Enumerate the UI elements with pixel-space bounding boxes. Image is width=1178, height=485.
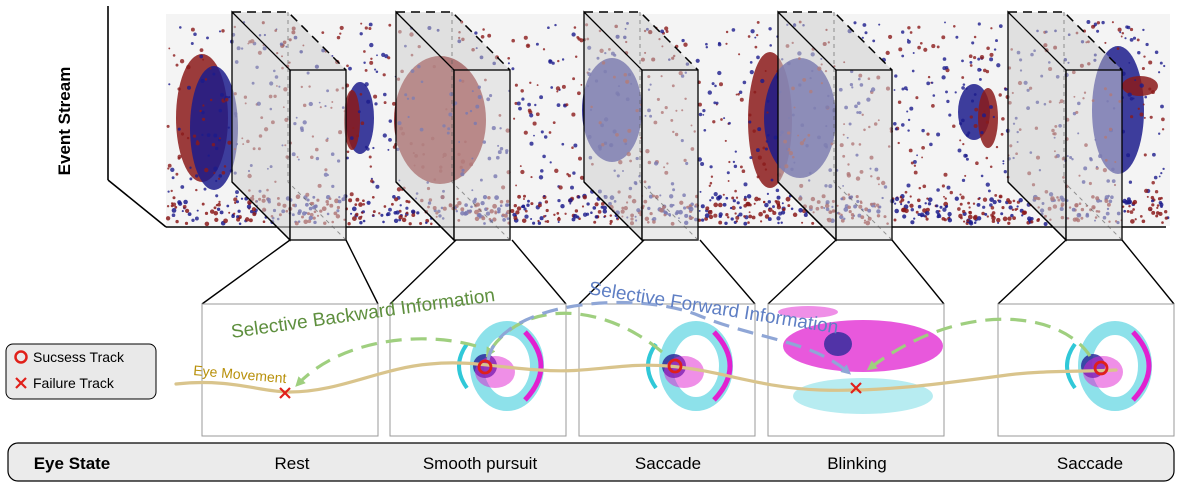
event-frame-panel — [578, 303, 756, 437]
event-cluster — [978, 88, 998, 148]
eye-state-smooth-pursuit: Smooth pursuit — [423, 454, 538, 473]
legend: Sucsess Track Failure Track — [5, 343, 157, 400]
legend-success-label: Sucsess Track — [33, 349, 125, 365]
failure-marker-icon — [15, 377, 27, 389]
eye-state-bar: Eye State Rest Smooth pursuit Saccade Bl… — [7, 442, 1175, 482]
time-window-slice — [583, 10, 699, 242]
success-marker-icon — [14, 350, 28, 364]
eye-state-header: Eye State — [34, 454, 111, 473]
event-frame-panel — [767, 303, 945, 437]
zoom-connector-lines — [201, 239, 1175, 305]
success-track-marker — [667, 358, 683, 374]
eye-state-saccade-2: Saccade — [1057, 454, 1123, 473]
time-window-slices — [231, 10, 1123, 242]
time-window-slice — [1007, 10, 1123, 242]
backward-arrow-3 — [866, 317, 1092, 371]
event-frame-panel — [389, 303, 567, 437]
forward-information-arrows — [486, 300, 852, 375]
legend-failure-label: Failure Track — [33, 375, 115, 391]
time-window-slice — [777, 10, 893, 242]
failure-track-marker — [279, 387, 291, 399]
success-track-marker — [477, 359, 493, 375]
failure-track-marker — [850, 382, 862, 394]
success-track-marker — [1093, 360, 1109, 376]
eye-state-saccade-1: Saccade — [635, 454, 701, 473]
event-frame-panel — [201, 303, 379, 437]
track-markers — [279, 358, 1109, 399]
time-window-slice — [231, 10, 347, 242]
time-window-slice — [395, 10, 511, 242]
eye-state-rest: Rest — [275, 454, 310, 473]
event-cluster — [344, 90, 360, 150]
forward-arrow-1 — [486, 300, 852, 375]
event-stream-title: Event Stream — [55, 67, 74, 176]
eye-state-blinking: Blinking — [827, 454, 887, 473]
eye-movement-path — [174, 361, 1118, 394]
